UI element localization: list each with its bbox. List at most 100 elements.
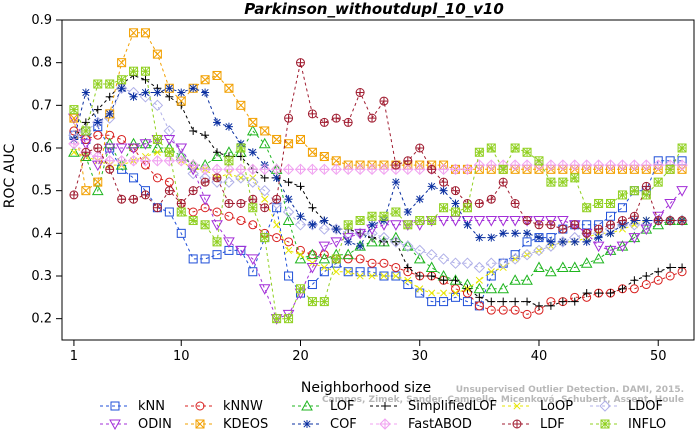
data-point-cof xyxy=(392,178,400,186)
data-point-kdeos xyxy=(606,164,615,174)
data-point-cof xyxy=(344,238,352,246)
data-point-cof xyxy=(475,234,483,242)
data-point-loop xyxy=(118,161,126,169)
data-point-kdeos xyxy=(319,152,329,162)
data-point-ldof xyxy=(485,257,497,269)
data-point-kdeos xyxy=(224,83,234,93)
data-point-kdeos xyxy=(200,75,210,85)
data-point-knn xyxy=(391,271,401,281)
data-point-inflo xyxy=(200,220,210,230)
data-point-inflo xyxy=(486,143,496,153)
data-point-kdeos xyxy=(176,96,186,106)
data-point-odin xyxy=(318,241,331,253)
data-point-inflo xyxy=(224,156,234,166)
data-point-cof xyxy=(165,84,173,92)
data-point-loop xyxy=(249,174,257,182)
data-point-odin xyxy=(664,198,677,210)
data-point-knnw xyxy=(486,305,496,315)
data-point-lof xyxy=(509,274,521,285)
data-point-odin xyxy=(616,241,629,253)
data-point-cof xyxy=(118,84,126,92)
data-point-ldof xyxy=(640,219,653,231)
data-point-lof xyxy=(115,159,128,170)
data-point-kdeos xyxy=(153,49,162,59)
data-point-cof xyxy=(583,238,591,246)
data-point-loop xyxy=(153,148,161,156)
data-point-inflo xyxy=(582,203,592,213)
data-point-loop xyxy=(380,272,388,280)
data-point-cof xyxy=(153,88,161,97)
data-point-ldof xyxy=(247,176,259,188)
data-point-fastabod xyxy=(354,163,366,176)
data-point-kdeos xyxy=(355,160,365,170)
data-point-cof xyxy=(225,123,233,131)
legend-label: kNNW xyxy=(223,399,263,414)
data-point-kdeos xyxy=(176,96,186,106)
data-point-fastabod xyxy=(127,155,140,167)
data-point-cof xyxy=(296,212,305,220)
series-inflo xyxy=(69,66,687,324)
legend-marker-kdeos xyxy=(195,419,205,429)
data-point-fastabod xyxy=(533,159,545,171)
data-point-kdeos xyxy=(331,156,341,166)
data-point-kdeos xyxy=(510,164,520,174)
series-simplifiedlof xyxy=(69,71,687,310)
legend-item-odin: ODIN xyxy=(100,417,172,432)
series-line-knn xyxy=(73,125,683,307)
data-point-kdeos xyxy=(439,160,448,170)
data-point-kdeos xyxy=(653,164,663,174)
data-point-kdeos xyxy=(260,126,270,136)
data-point-cof xyxy=(94,118,102,126)
data-point-ldof xyxy=(187,167,199,180)
legend-marker-knn xyxy=(110,401,120,411)
y-tick-label: 0.6 xyxy=(31,141,52,156)
data-point-kdeos xyxy=(486,164,496,174)
data-point-lof xyxy=(413,252,426,264)
data-point-kdeos xyxy=(522,164,532,174)
data-point-loop xyxy=(404,276,412,284)
data-point-lof xyxy=(473,282,486,294)
data-point-inflo xyxy=(164,147,174,157)
data-point-knnw xyxy=(152,173,162,183)
data-point-odin xyxy=(592,241,605,253)
data-point-knn xyxy=(188,254,198,264)
data-point-lof xyxy=(556,261,569,272)
data-point-odin xyxy=(485,216,498,227)
data-point-lof xyxy=(545,265,557,277)
data-point-knn xyxy=(617,203,627,213)
data-point-ldof xyxy=(151,99,164,112)
data-point-inflo xyxy=(439,203,448,213)
data-point-kdeos xyxy=(307,147,317,157)
data-point-fastabod xyxy=(342,163,354,176)
data-point-cof xyxy=(463,221,471,229)
data-point-inflo xyxy=(331,254,341,264)
data-point-knnw xyxy=(665,271,675,281)
data-point-lof xyxy=(497,282,510,294)
data-point-ldof xyxy=(557,236,569,248)
legend-item-ldof: LDOF xyxy=(590,399,663,414)
data-point-fastabod xyxy=(294,163,307,176)
data-point-inflo xyxy=(630,186,639,196)
data-point-knn xyxy=(200,254,210,264)
data-point-kdeos xyxy=(152,49,162,59)
data-point-loop xyxy=(428,289,436,297)
data-point-cof xyxy=(499,229,507,237)
data-point-lof xyxy=(246,124,259,136)
legend: kNN kNNW LOF SimplifiedLOF LoOP LDOF ODIN KDEOS… xyxy=(100,399,666,432)
y-tick-label: 0.2 xyxy=(31,312,52,327)
series-knn xyxy=(69,122,687,311)
data-point-cof xyxy=(356,242,364,250)
data-point-odin xyxy=(461,216,474,227)
data-point-kdeos xyxy=(558,164,568,174)
data-point-lof xyxy=(342,248,355,260)
data-point-inflo xyxy=(188,216,198,225)
data-point-knnw xyxy=(474,301,484,311)
data-point-inflo xyxy=(319,297,329,306)
data-point-fastabod xyxy=(473,159,486,171)
data-point-odin xyxy=(449,216,462,227)
data-point-loop xyxy=(237,174,245,182)
data-point-inflo xyxy=(117,75,126,85)
data-point-inflo xyxy=(236,143,246,153)
data-point-loop xyxy=(368,272,376,280)
series-odin xyxy=(68,113,688,325)
